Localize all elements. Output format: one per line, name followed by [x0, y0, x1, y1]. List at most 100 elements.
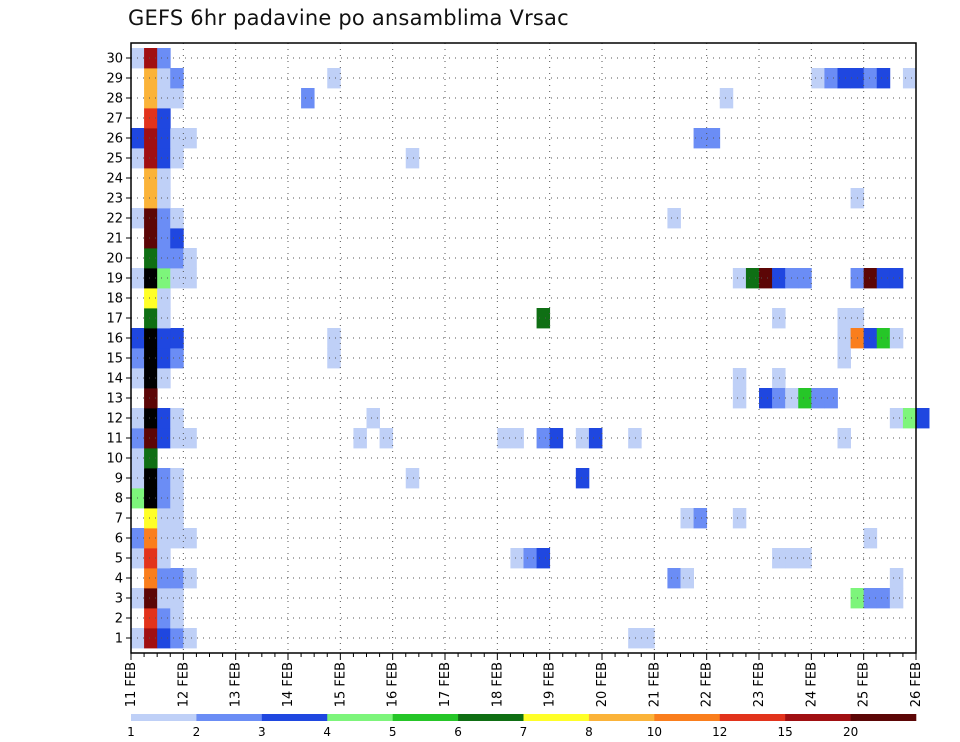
- heatmap-cell: [157, 128, 171, 149]
- heatmap-cell: [170, 328, 184, 349]
- heatmap-cell: [144, 208, 158, 229]
- heatmap-cell: [170, 508, 184, 529]
- y-tick-label: 10: [106, 452, 123, 467]
- heatmap-cell: [157, 508, 171, 529]
- heatmap-cell: [170, 348, 184, 369]
- legend-label: 7: [520, 725, 528, 739]
- legend-swatch: [654, 714, 721, 721]
- heatmap-cell: [732, 388, 747, 409]
- y-tick-label: 16: [106, 332, 123, 347]
- heatmap-cell: [170, 488, 184, 509]
- heatmap-cell: [772, 268, 786, 289]
- heatmap-cell: [889, 268, 904, 289]
- grid-lines: [131, 43, 916, 653]
- x-tick-label: 26 FEB: [909, 662, 924, 707]
- heatmap-cell: [144, 508, 158, 529]
- heatmap-cell: [719, 88, 734, 109]
- legend-swatch: [458, 714, 524, 721]
- heatmap-cell: [170, 68, 184, 89]
- legend-swatch: [131, 714, 197, 721]
- heatmap-cell: [183, 428, 197, 449]
- heatmap-cell: [353, 428, 367, 449]
- x-tick-label: 11 FEB: [124, 662, 139, 707]
- heatmap-cell: [889, 568, 904, 589]
- heatmap-cell: [549, 428, 564, 449]
- heatmap-cell: [876, 588, 891, 609]
- x-tick-label: 14 FEB: [281, 662, 296, 707]
- heatmap-cell: [772, 548, 786, 569]
- y-tick-label: 19: [106, 272, 123, 287]
- heatmap-cell: [497, 428, 511, 449]
- heatmap-cell: [144, 408, 158, 429]
- heatmap-cell: [144, 308, 158, 329]
- heatmap-cell: [628, 628, 642, 649]
- heatmap-cell: [667, 208, 681, 229]
- legend-swatch: [392, 714, 459, 721]
- heatmap-cell: [327, 328, 341, 349]
- heatmap-cell: [536, 308, 551, 329]
- heatmap-cell: [157, 168, 171, 189]
- x-tick-label: 24 FEB: [804, 662, 819, 707]
- heatmap-cell: [588, 428, 603, 449]
- legend-label: 4: [323, 725, 331, 739]
- heatmap-cell: [144, 428, 158, 449]
- heatmap-cell: [301, 88, 315, 109]
- x-tick-label: 19 FEB: [543, 662, 558, 707]
- heatmap-cell: [379, 428, 394, 449]
- heatmap-cell: [863, 68, 878, 89]
- heatmap-cell: [680, 568, 694, 589]
- heatmap-cell: [876, 268, 891, 289]
- heatmap-cell: [876, 68, 891, 89]
- y-tick-label: 23: [106, 192, 123, 207]
- heatmap-cell: [157, 208, 171, 229]
- heatmap-cell: [183, 528, 197, 549]
- heatmap-cell: [863, 588, 878, 609]
- heatmap-cell: [824, 68, 838, 89]
- y-tick-label: 30: [106, 52, 123, 67]
- heatmap-cell: [157, 328, 171, 349]
- heatmap-cell: [183, 248, 197, 269]
- y-tick-label: 26: [106, 132, 123, 147]
- legend-label: 10: [647, 725, 662, 739]
- x-tick-label: 16 FEB: [386, 662, 401, 707]
- heatmap-cell: [144, 268, 158, 289]
- heatmap-cell: [144, 88, 158, 109]
- heatmap-cell: [732, 268, 747, 289]
- heatmap-cell: [732, 368, 747, 389]
- heatmap-cell: [144, 228, 158, 249]
- heatmap-cell: [144, 108, 158, 129]
- y-tick-label: 28: [106, 92, 123, 107]
- heatmap-cell: [157, 308, 171, 329]
- x-tick-label: 20 FEB: [595, 662, 610, 707]
- heatmap-cell: [157, 588, 171, 609]
- heatmap-cell: [863, 528, 878, 549]
- y-axis: 1234567891011121314151617181920212223242…: [106, 52, 131, 647]
- heatmap-cell: [183, 268, 197, 289]
- heatmap-cell: [170, 228, 184, 249]
- heatmap-cell: [157, 548, 171, 569]
- y-tick-label: 2: [115, 612, 123, 627]
- heatmap-cell: [144, 588, 158, 609]
- heatmap-cell: [811, 68, 825, 89]
- y-tick-label: 9: [115, 472, 123, 487]
- y-tick-label: 17: [106, 312, 123, 327]
- y-tick-label: 1: [115, 632, 123, 647]
- heatmap-cell: [523, 548, 537, 569]
- legend-label: 3: [258, 725, 266, 739]
- x-tick-label: 22 FEB: [700, 662, 715, 707]
- heatmap-cell: [327, 348, 341, 369]
- heatmap-cell: [144, 68, 158, 89]
- heatmap-cell: [824, 388, 838, 409]
- heatmap-cell: [157, 568, 171, 589]
- heatmap-cell: [144, 148, 158, 169]
- heatmap-cells: [131, 48, 930, 649]
- heatmap-cell: [170, 528, 184, 549]
- heatmap-cell: [170, 628, 184, 649]
- y-tick-label: 7: [115, 512, 123, 527]
- x-tick-label: 23 FEB: [752, 662, 767, 707]
- heatmap-cell: [144, 608, 158, 629]
- heatmap-cell: [144, 328, 158, 349]
- heatmap-cell: [575, 428, 590, 449]
- y-tick-label: 25: [106, 152, 123, 167]
- heatmap-cell: [144, 128, 158, 149]
